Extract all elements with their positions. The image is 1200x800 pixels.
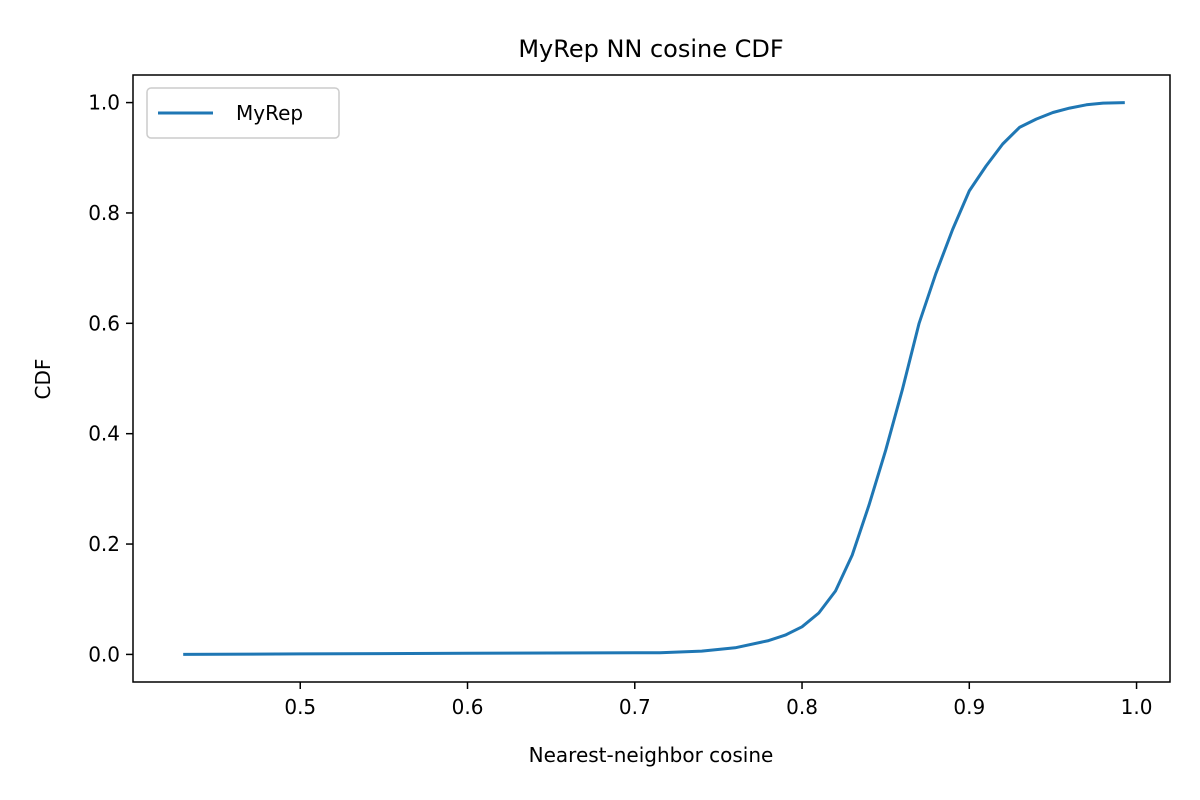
x-tick-label: 0.8 [786,695,818,719]
legend: MyRep [146,87,340,139]
legend-frame [146,87,340,139]
x-tick-label: 0.6 [452,695,484,719]
y-tick-label: 0.0 [88,642,120,666]
y-axis: 0.0 0.2 0.4 0.6 0.8 1.0 [88,91,133,666]
x-tick-label: 0.7 [619,695,651,719]
x-axis-label: Nearest-neighbor cosine [529,743,774,767]
series-layer [183,101,1125,656]
y-tick-label: 0.6 [88,311,120,335]
y-axis-label: CDF [31,359,55,400]
chart-title: MyRep NN cosine CDF [518,35,783,63]
y-tick-label: 0.4 [88,422,120,446]
x-tick-label: 1.0 [1121,695,1153,719]
legend-label: MyRep [236,101,303,125]
series-line-myrep [183,101,1125,656]
x-axis: 0.5 0.6 0.7 0.8 0.9 1.0 [284,682,1152,719]
y-tick-label: 0.2 [88,532,120,556]
y-tick-label: 1.0 [88,91,120,115]
plot-area-frame [132,74,1171,683]
x-tick-label: 0.5 [284,695,316,719]
y-tick-label: 0.8 [88,201,120,225]
x-tick-label: 0.9 [953,695,985,719]
